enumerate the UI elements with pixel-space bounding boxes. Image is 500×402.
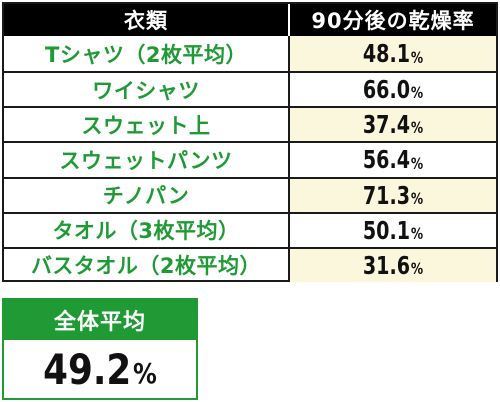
row-value: 31.6%	[305, 249, 480, 282]
row-name: ワイシャツ	[4, 73, 290, 107]
table-row: チノパン 71.3%	[4, 176, 496, 212]
row-value: 48.1%	[305, 36, 480, 71]
value-unit: %	[410, 153, 424, 173]
value-number: 66.0	[362, 75, 411, 105]
average-value: 49.2%	[18, 340, 181, 398]
row-value: 71.3%	[305, 179, 480, 212]
row-name: バスタオル（2枚平均）	[4, 248, 290, 282]
value-number: 37.4	[362, 110, 411, 140]
table-row: バスタオル（2枚平均） 31.6%	[4, 246, 496, 282]
value-unit: %	[410, 48, 424, 68]
value-number: 56.4	[362, 145, 411, 175]
table-row: スウェット上 37.4%	[4, 106, 496, 142]
value-unit: %	[410, 258, 424, 278]
value-number: 48.1	[362, 39, 411, 69]
row-name: Tシャツ（2枚平均）	[4, 36, 290, 72]
row-name: スウェット上	[4, 108, 290, 142]
row-value: 56.4%	[305, 143, 480, 176]
average-number: 49.2	[43, 344, 132, 394]
value-number: 50.1	[362, 215, 411, 245]
average-label: 全体平均	[4, 300, 196, 340]
value-unit: %	[410, 188, 424, 208]
row-name: チノパン	[4, 178, 290, 212]
value-number: 71.3	[362, 180, 411, 210]
table-body: Tシャツ（2枚平均） 48.1% ワイシャツ 66.0% スウェット上 37.4…	[4, 36, 496, 282]
row-value: 50.1%	[305, 214, 480, 247]
row-value: 66.0%	[305, 73, 480, 106]
value-unit: %	[410, 223, 424, 243]
value-unit: %	[410, 83, 424, 103]
row-name: スウェットパンツ	[4, 143, 290, 177]
value-number: 31.6	[362, 250, 411, 280]
table-header: 衣類 90分後の乾燥率	[4, 4, 496, 36]
dryness-table: 衣類 90分後の乾燥率 Tシャツ（2枚平均） 48.1% ワイシャツ 66.0%…	[2, 2, 498, 282]
header-clothing: 衣類	[4, 4, 290, 36]
row-value: 37.4%	[305, 108, 480, 141]
average-unit: %	[132, 357, 157, 390]
table-row: タオル（3枚平均） 50.1%	[4, 211, 496, 247]
table-row: Tシャツ（2枚平均） 48.1%	[4, 36, 496, 72]
header-dryness: 90分後の乾燥率	[311, 9, 475, 33]
row-name: タオル（3枚平均）	[4, 213, 290, 247]
table-row: スウェットパンツ 56.4%	[4, 141, 496, 177]
table-row: ワイシャツ 66.0%	[4, 71, 496, 107]
overall-average-box: 全体平均 49.2%	[2, 298, 198, 400]
value-unit: %	[410, 118, 424, 138]
